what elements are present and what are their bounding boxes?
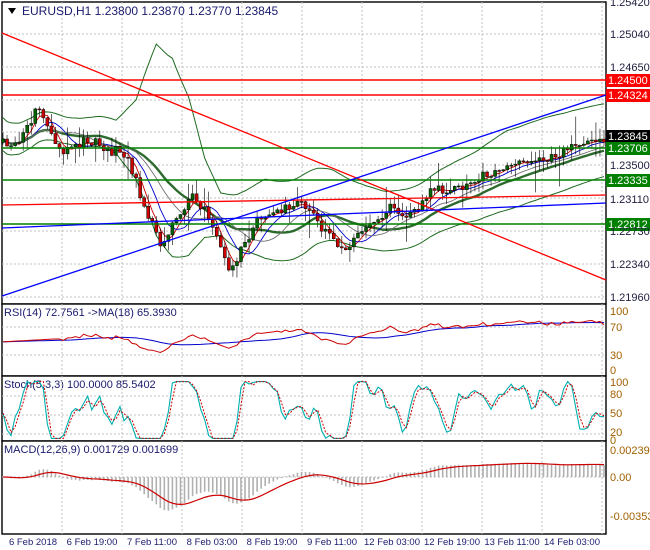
svg-text:EURUSD,H1 1.23800 1.23870 1.2: EURUSD,H1 1.23800 1.23870 1.23770 1.2384… xyxy=(22,4,279,18)
svg-text:80: 80 xyxy=(610,389,622,401)
svg-text:1.23335: 1.23335 xyxy=(608,175,648,187)
svg-text:1.24500: 1.24500 xyxy=(608,75,648,87)
svg-text:1.24650: 1.24650 xyxy=(610,62,650,74)
svg-text:30: 30 xyxy=(610,350,622,362)
svg-text:1.22730: 1.22730 xyxy=(610,226,650,238)
svg-text:0.002396: 0.002396 xyxy=(610,445,650,457)
svg-text:8 Feb 19:00: 8 Feb 19:00 xyxy=(247,537,298,548)
svg-text:13 Feb 11:00: 13 Feb 11:00 xyxy=(484,537,539,548)
svg-text:7 Feb 11:00: 7 Feb 11:00 xyxy=(127,537,177,548)
svg-text:-0.003533: -0.003533 xyxy=(610,511,650,523)
svg-text:1.23110: 1.23110 xyxy=(610,194,649,206)
svg-text:6 Feb 19:00: 6 Feb 19:00 xyxy=(67,537,118,548)
svg-text:100: 100 xyxy=(610,306,628,318)
svg-text:0: 0 xyxy=(610,365,616,377)
svg-text:12 Feb 19:00: 12 Feb 19:00 xyxy=(424,537,480,548)
svg-text:1.23500: 1.23500 xyxy=(610,160,650,172)
svg-text:1.23706: 1.23706 xyxy=(608,143,648,155)
svg-text:0.00: 0.00 xyxy=(610,472,631,484)
svg-text:1.21960: 1.21960 xyxy=(610,292,650,304)
svg-text:MACD(12,26,9) 0.001729 0.00169: MACD(12,26,9) 0.001729 0.001699 xyxy=(4,444,178,456)
svg-text:9 Feb 11:00: 9 Feb 11:00 xyxy=(307,537,357,548)
svg-text:70: 70 xyxy=(610,322,622,334)
svg-text:1.23845: 1.23845 xyxy=(608,131,648,143)
svg-text:14 Feb 03:00: 14 Feb 03:00 xyxy=(544,537,600,548)
svg-text:RSI(14) 72.7561 ->MA(18) 65.3: RSI(14) 72.7561 ->MA(18) 65.3930 xyxy=(4,307,177,319)
svg-text:1.25420: 1.25420 xyxy=(610,0,650,9)
svg-text:8 Feb 03:00: 8 Feb 03:00 xyxy=(187,537,238,548)
svg-text:100: 100 xyxy=(610,377,628,389)
svg-text:6 Feb 2018: 6 Feb 2018 xyxy=(9,537,57,548)
svg-text:50: 50 xyxy=(610,408,622,420)
svg-text:1.25040: 1.25040 xyxy=(610,29,650,41)
svg-text:1.22340: 1.22340 xyxy=(610,259,650,271)
svg-text:1.24324: 1.24324 xyxy=(608,90,648,102)
svg-text:12 Feb 03:00: 12 Feb 03:00 xyxy=(364,537,420,548)
